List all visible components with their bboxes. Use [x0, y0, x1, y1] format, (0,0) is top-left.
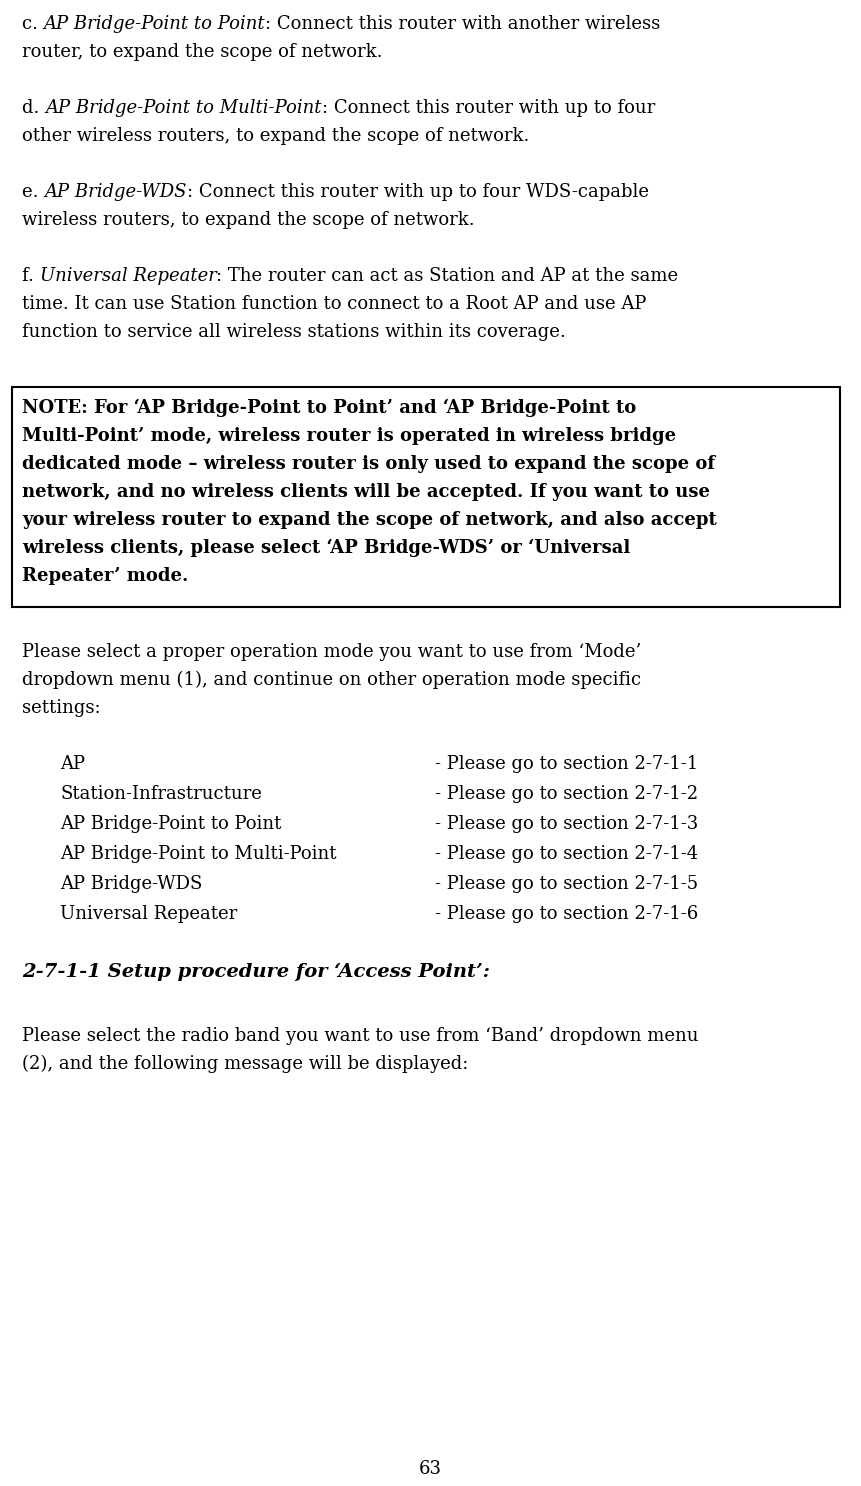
Text: router, to expand the scope of network.: router, to expand the scope of network.: [22, 43, 382, 61]
Text: wireless routers, to expand the scope of network.: wireless routers, to expand the scope of…: [22, 211, 474, 229]
Text: f.: f.: [22, 267, 40, 285]
Text: network, and no wireless clients will be accepted. If you want to use: network, and no wireless clients will be…: [22, 483, 710, 501]
Text: - Please go to section 2-7-1-6: - Please go to section 2-7-1-6: [435, 905, 698, 923]
Text: c.: c.: [22, 15, 44, 33]
Text: AP: AP: [60, 755, 85, 773]
Text: - Please go to section 2-7-1-2: - Please go to section 2-7-1-2: [435, 785, 698, 802]
Text: Station-Infrastructure: Station-Infrastructure: [60, 785, 262, 802]
Text: Repeater’ mode.: Repeater’ mode.: [22, 568, 189, 585]
Text: settings:: settings:: [22, 698, 101, 718]
Text: AP Bridge-Point to Point: AP Bridge-Point to Point: [60, 814, 282, 834]
Text: 63: 63: [419, 1461, 442, 1479]
Text: time. It can use Station function to connect to a Root AP and use AP: time. It can use Station function to con…: [22, 296, 647, 314]
Text: - Please go to section 2-7-1-5: - Please go to section 2-7-1-5: [435, 875, 698, 893]
Text: your wireless router to expand the scope of network, and also accept: your wireless router to expand the scope…: [22, 511, 716, 529]
Text: - Please go to section 2-7-1-3: - Please go to section 2-7-1-3: [435, 814, 698, 834]
Text: function to service all wireless stations within its coverage.: function to service all wireless station…: [22, 322, 566, 340]
Bar: [12, 386, 840, 606]
Text: Multi-Point’ mode, wireless router is operated in wireless bridge: Multi-Point’ mode, wireless router is op…: [22, 426, 676, 444]
Text: AP Bridge-Point to Multi-Point: AP Bridge-Point to Multi-Point: [45, 100, 322, 117]
Text: Please select a proper operation mode you want to use from ‘Mode’: Please select a proper operation mode yo…: [22, 643, 641, 661]
Text: dropdown menu (1), and continue on other operation mode specific: dropdown menu (1), and continue on other…: [22, 672, 641, 690]
Text: dedicated mode – wireless router is only used to expand the scope of: dedicated mode – wireless router is only…: [22, 455, 715, 473]
Text: AP Bridge-WDS: AP Bridge-WDS: [44, 183, 187, 201]
Text: 2-7-1-1 Setup procedure for ‘Access Point’:: 2-7-1-1 Setup procedure for ‘Access Poin…: [22, 963, 490, 981]
Text: other wireless routers, to expand the scope of network.: other wireless routers, to expand the sc…: [22, 126, 530, 146]
Text: Universal Repeater: Universal Repeater: [60, 905, 238, 923]
Text: d.: d.: [22, 100, 45, 117]
Text: : Connect this router with another wireless: : Connect this router with another wirel…: [265, 15, 660, 33]
Text: e.: e.: [22, 183, 44, 201]
Text: Universal Repeater: Universal Repeater: [40, 267, 216, 285]
Text: - Please go to section 2-7-1-4: - Please go to section 2-7-1-4: [435, 846, 698, 863]
Text: Please select the radio band you want to use from ‘Band’ dropdown menu: Please select the radio band you want to…: [22, 1027, 698, 1045]
Text: AP Bridge-Point to Point: AP Bridge-Point to Point: [44, 15, 265, 33]
Text: : The router can act as Station and AP at the same: : The router can act as Station and AP a…: [216, 267, 678, 285]
Text: (2), and the following message will be displayed:: (2), and the following message will be d…: [22, 1055, 468, 1073]
Text: NOTE: For ‘AP Bridge-Point to Point’ and ‘AP Bridge-Point to: NOTE: For ‘AP Bridge-Point to Point’ and…: [22, 400, 636, 418]
Text: - Please go to section 2-7-1-1: - Please go to section 2-7-1-1: [435, 755, 698, 773]
Text: : Connect this router with up to four WDS-capable: : Connect this router with up to four WD…: [187, 183, 648, 201]
Text: : Connect this router with up to four: : Connect this router with up to four: [322, 100, 655, 117]
Text: AP Bridge-Point to Multi-Point: AP Bridge-Point to Multi-Point: [60, 846, 337, 863]
Text: AP Bridge-WDS: AP Bridge-WDS: [60, 875, 202, 893]
Text: wireless clients, please select ‘AP Bridge-WDS’ or ‘Universal: wireless clients, please select ‘AP Brid…: [22, 539, 630, 557]
